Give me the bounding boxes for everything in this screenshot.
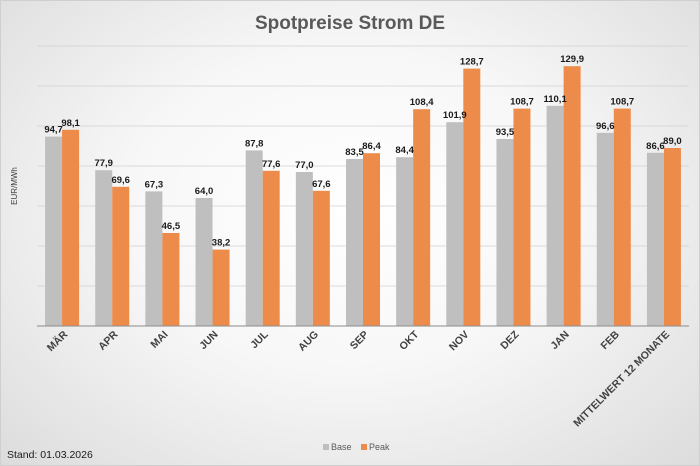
bar-peak-10 [563, 66, 581, 326]
data-label-base-12: 86,6 [646, 141, 665, 152]
legend-label-base: Base [331, 442, 352, 452]
data-label-peak-4: 77,6 [262, 159, 281, 170]
bar-base-1 [95, 170, 113, 326]
bar-peak-0 [62, 129, 80, 326]
data-label-base-6: 83,5 [345, 147, 364, 158]
bar-base-9 [496, 139, 514, 326]
data-label-base-7: 84,4 [395, 145, 414, 156]
x-tick-label-0: MÄR [44, 328, 70, 354]
bar-base-10 [546, 105, 564, 326]
data-label-peak-6: 86,4 [362, 141, 381, 152]
bar-base-4 [245, 150, 263, 326]
bar-base-0 [45, 136, 63, 326]
x-tick-label-6: SEP [348, 329, 371, 352]
x-tick-label-1: APR [96, 328, 120, 352]
bar-base-12 [646, 152, 664, 326]
x-tick-label-12: MITTELWERT 12 MONATE [571, 329, 672, 430]
x-tick-label-10: JAN [548, 329, 571, 352]
bar-peak-8 [463, 68, 481, 326]
data-label-base-11: 96,6 [596, 121, 615, 132]
bar-peak-1 [112, 186, 130, 326]
data-label-peak-10: 129,9 [560, 54, 584, 65]
x-tick-label-9: DEZ [498, 328, 522, 352]
bar-peak-7 [413, 109, 431, 326]
data-label-base-3: 64,0 [195, 186, 214, 197]
bar-base-7 [396, 157, 414, 326]
data-label-base-10: 110,1 [543, 94, 567, 105]
bar-peak-3 [212, 249, 230, 326]
bars [37, 66, 689, 327]
bar-peak-4 [262, 170, 280, 326]
bar-base-2 [145, 191, 163, 326]
bar-base-3 [195, 198, 213, 326]
bar-base-5 [295, 172, 313, 326]
data-label-peak-1: 69,6 [111, 175, 130, 186]
bar-peak-2 [162, 233, 180, 326]
data-label-base-8: 101,9 [443, 110, 467, 121]
y-axis-label: EUR/MWh [10, 167, 19, 205]
chart-title: Spotpreise Strom DE [255, 13, 445, 34]
bar-peak-5 [312, 190, 330, 326]
data-label-base-4: 87,8 [245, 138, 264, 149]
bar-base-11 [596, 132, 614, 326]
x-tick-label-3: JUN [197, 329, 220, 352]
x-tick-label-11: FEB [599, 328, 623, 352]
data-labels: 94,798,1 77,9 69,6 67,3 46,5 64,0 38,2 87,8 77,6… [44, 54, 681, 248]
data-label-peak-12: 89,0 [663, 136, 682, 147]
bar-peak-12 [663, 148, 681, 326]
legend: Base Peak [323, 442, 390, 452]
data-label-base-9: 93,5 [496, 127, 515, 138]
data-label-peak-3: 38,2 [212, 238, 231, 249]
data-label-base-2: 67,3 [145, 179, 164, 190]
bar-peak-6 [363, 153, 380, 326]
bar-base-6 [346, 159, 363, 326]
bar-base-8 [446, 122, 464, 326]
bar-peak-11 [613, 108, 631, 326]
x-tick-label-8: NOV [447, 329, 472, 354]
data-label-peak-7: 108,4 [410, 97, 434, 108]
data-label-peak-0: 98,1 [61, 118, 80, 129]
data-label-base-0: 94,7 [44, 125, 63, 136]
data-label-peak-11: 108,7 [610, 97, 634, 108]
x-tick-label-2: MAI [148, 329, 170, 351]
data-label-peak-5: 67,6 [312, 179, 331, 190]
x-tick-label-4: JUL [248, 328, 271, 351]
data-label-peak-8: 128,7 [460, 57, 484, 68]
bar-peak-9 [513, 108, 531, 326]
data-label-peak-2: 46,5 [162, 221, 181, 232]
data-label-peak-9: 108,7 [510, 97, 534, 108]
footer-date: Stand: 01.03.2026 [7, 449, 93, 461]
data-label-base-1: 77,9 [94, 158, 113, 169]
data-label-base-5: 77,0 [295, 160, 314, 171]
x-tick-label-7: OKT [397, 328, 422, 353]
x-tick-labels: MÄR APR MAI JUN JUL AUG SEP OKT NOV DEZ JAN FEBMITT… [44, 328, 672, 430]
legend-label-peak: Peak [369, 442, 390, 452]
x-tick-label-5: AUG [296, 329, 321, 354]
legend-swatch-peak [361, 444, 367, 450]
legend-swatch-base [323, 444, 329, 450]
